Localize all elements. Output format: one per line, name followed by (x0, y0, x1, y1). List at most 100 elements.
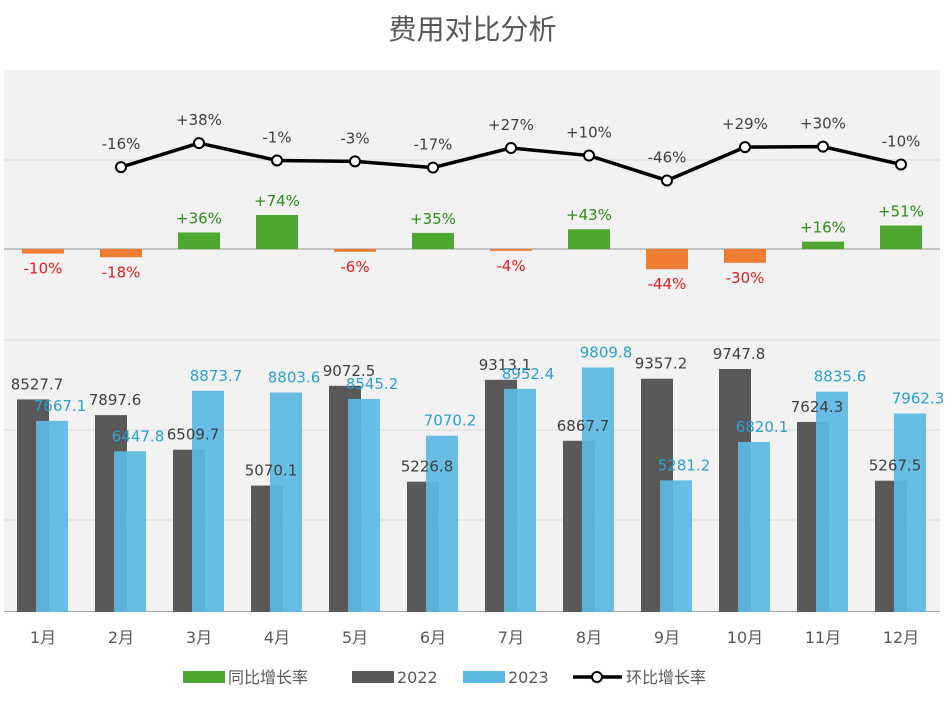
label-2022: 9747.8 (713, 345, 766, 363)
label-mom: -3% (340, 129, 369, 147)
point-mom (661, 174, 673, 187)
label-mom: +38% (176, 111, 222, 129)
label-2023: 5281.2 (658, 456, 711, 474)
bar-yoy (568, 229, 610, 249)
label-yoy: +36% (176, 209, 222, 227)
bar-yoy (256, 215, 298, 249)
x-tick-label: 8月 (576, 628, 602, 647)
label-2023: 8835.6 (814, 368, 867, 386)
point-mom (505, 141, 517, 154)
label-mom: +27% (488, 116, 534, 134)
x-tick-label: 7月 (498, 628, 524, 647)
label-2023: 8803.6 (268, 369, 321, 387)
bar-2023 (660, 480, 692, 612)
label-2022: 5070.1 (245, 462, 298, 480)
point-mom (115, 161, 127, 174)
bar-yoy (22, 249, 64, 254)
label-yoy: +35% (410, 210, 456, 228)
x-tick-label: 5月 (342, 628, 368, 647)
bar-yoy (100, 249, 142, 258)
x-tick-label: 10月 (727, 628, 763, 647)
x-tick-label: 6月 (420, 628, 446, 647)
label-yoy: +16% (800, 219, 846, 237)
bar-2023 (36, 420, 68, 612)
bar-yoy (178, 232, 220, 249)
legend-label-2022: 2022 (397, 668, 438, 687)
label-2023: 8952.4 (502, 365, 555, 383)
bar-2023 (270, 392, 302, 612)
point-mom (583, 149, 595, 162)
bar-yoy (334, 249, 376, 252)
bar-yoy (880, 225, 922, 249)
bar-2023 (894, 413, 926, 612)
x-tick-label: 3月 (186, 628, 212, 647)
legend-swatch-yoy (183, 671, 225, 683)
point-mom (193, 137, 205, 150)
label-yoy: +43% (566, 206, 612, 224)
label-2022: 7897.6 (89, 391, 142, 409)
label-2023: 6447.8 (112, 427, 165, 445)
x-tick-label: 11月 (805, 628, 841, 647)
label-2023: 7962.3 (892, 390, 945, 408)
x-tick-label: 2月 (108, 628, 134, 647)
bar-2023 (348, 398, 380, 612)
legend-swatch-2023 (463, 671, 505, 683)
label-2022: 7624.3 (791, 398, 844, 416)
label-2022: 9072.5 (323, 362, 376, 380)
label-yoy: -6% (340, 258, 369, 276)
bar-2023 (582, 367, 614, 612)
bar-2023 (426, 435, 458, 612)
x-tick-label: 12月 (883, 628, 919, 647)
label-yoy: -4% (496, 257, 525, 275)
x-tick-label: 1月 (30, 628, 56, 647)
bar-yoy (724, 249, 766, 263)
label-2022: 5226.8 (401, 458, 454, 476)
chart-title: 费用对比分析 (388, 13, 557, 46)
label-2022: 6509.7 (167, 426, 220, 444)
x-tick-label: 9月 (654, 628, 680, 647)
label-2022: 5267.5 (869, 457, 922, 475)
bar-2023 (504, 388, 536, 612)
label-2023: 8873.7 (190, 367, 243, 385)
label-yoy: -10% (24, 260, 63, 278)
label-mom: -46% (648, 148, 687, 166)
label-2022: 8527.7 (11, 375, 64, 393)
point-mom (349, 155, 361, 168)
point-mom (895, 158, 907, 171)
label-2022: 9357.2 (635, 355, 688, 373)
label-mom: -1% (262, 128, 291, 146)
point-mom (817, 140, 829, 153)
point-mom (427, 161, 439, 174)
label-2023: 7667.1 (34, 397, 87, 415)
legend-swatch-2022 (352, 671, 394, 683)
bar-yoy (490, 249, 532, 251)
label-mom: +29% (722, 115, 768, 133)
label-yoy: +51% (878, 203, 924, 221)
label-mom: -16% (102, 135, 141, 153)
label-yoy: -30% (726, 269, 765, 287)
label-mom: -10% (882, 132, 921, 150)
label-mom: +10% (566, 124, 612, 142)
label-yoy: -44% (648, 275, 687, 293)
bar-2023 (192, 390, 224, 612)
label-yoy: -18% (102, 263, 141, 281)
bar-2023 (738, 441, 770, 612)
point-mom (271, 154, 283, 167)
label-yoy: +74% (254, 192, 300, 210)
legend-marker-mom (591, 671, 603, 683)
legend-label-mom: 环比增长率 (626, 668, 706, 687)
label-2023: 8545.2 (346, 375, 399, 393)
point-mom (739, 141, 751, 154)
bar-2023 (816, 391, 848, 612)
label-2022: 9313.1 (479, 356, 532, 374)
legend-label-2023: 2023 (508, 668, 549, 687)
x-tick-label: 4月 (264, 628, 290, 647)
label-2023: 9809.8 (580, 343, 633, 361)
label-2023: 7070.2 (424, 412, 477, 430)
bar-yoy (646, 249, 688, 270)
label-mom: -17% (414, 136, 453, 154)
bar-yoy (802, 241, 844, 249)
bar-2023 (114, 451, 146, 612)
bar-yoy (412, 232, 454, 249)
